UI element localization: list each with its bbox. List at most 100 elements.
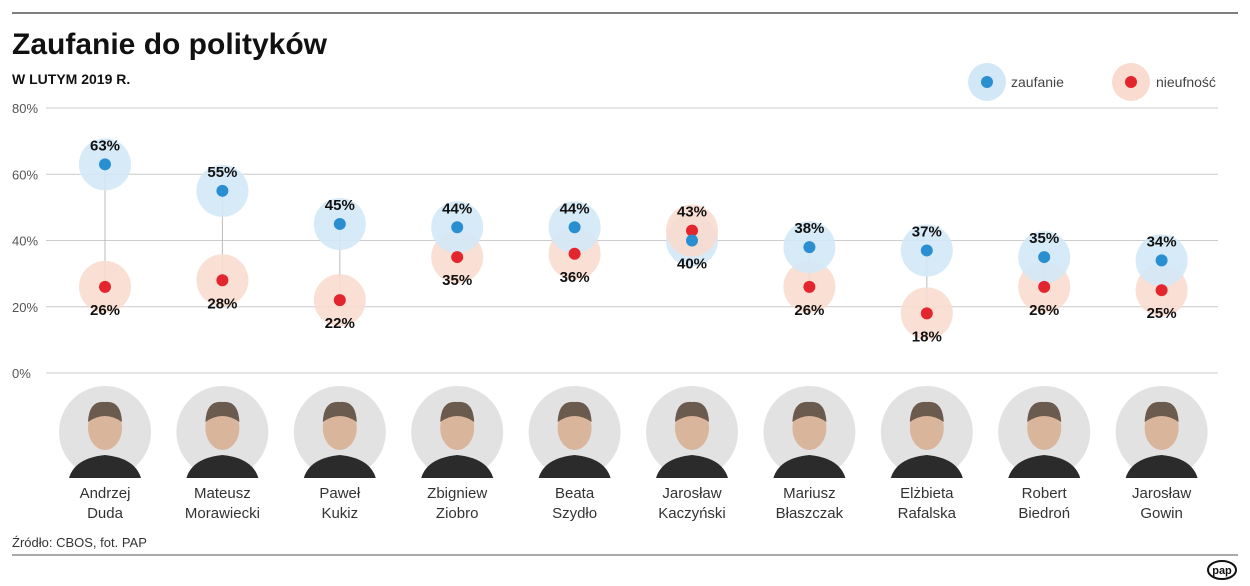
portrait-shoulders-icon: [890, 455, 963, 478]
y-tick-label: 0%: [12, 366, 31, 381]
politician-portrait: [646, 386, 738, 478]
distrust-dot: [686, 224, 698, 237]
distrust-value-label: 28%: [207, 295, 237, 312]
trust-dot: [568, 221, 581, 234]
trust-dot: [803, 241, 816, 254]
svg-text:pap: pap: [1212, 565, 1232, 577]
distrust-dot: [1155, 284, 1168, 297]
distrust-value-label: 25%: [1147, 305, 1177, 322]
portrait-hair-icon: [675, 401, 709, 422]
trust-value-label: 35%: [1029, 230, 1059, 247]
portrait-hair-icon: [1027, 401, 1062, 422]
politician-first-name: Mariusz: [783, 485, 836, 502]
source-note: Źródło: CBOS, fot. PAP: [12, 535, 147, 550]
y-tick-label: 80%: [12, 101, 38, 116]
distrust-value-label: 18%: [912, 328, 942, 345]
distrust-dot: [333, 294, 346, 307]
politician-last-name: Biedroń: [1018, 505, 1070, 522]
trust-value-label: 38%: [794, 220, 824, 237]
legend: zaufanie nieufność: [968, 63, 1216, 101]
portrait-shoulders-icon: [1125, 455, 1198, 478]
distrust-dot: [803, 280, 816, 293]
distrust-value-label: 26%: [1029, 302, 1059, 319]
politician-first-name: Robert: [1022, 485, 1068, 502]
portrait-hair-icon: [792, 401, 827, 422]
portrait-shoulders-icon: [421, 455, 494, 478]
trust-value-label: 44%: [442, 200, 472, 217]
distrust-value-label: 26%: [794, 302, 824, 319]
legend-trust-label: zaufanie: [1011, 74, 1064, 90]
politician-portrait: [528, 386, 621, 478]
politician-first-name: Paweł: [319, 485, 361, 502]
portrait-shoulders-icon: [773, 455, 846, 478]
trust-dot: [99, 158, 111, 171]
distrust-dot: [99, 280, 111, 293]
trust-value-label: 44%: [560, 200, 590, 217]
politician-first-name: Andrzej: [80, 485, 131, 502]
trust-dot: [333, 217, 346, 230]
politician-first-name: Mateusz: [194, 485, 251, 502]
trust-value-label: 45%: [325, 197, 355, 214]
politician-portrait: [998, 386, 1091, 478]
politician-first-name: Elżbieta: [900, 485, 954, 502]
portrait-hair-icon: [322, 401, 357, 422]
politician-last-name: Rafalska: [898, 505, 957, 522]
trust-value-label: 40%: [677, 256, 707, 273]
portrait-hair-icon: [1144, 401, 1179, 422]
y-tick-label: 20%: [12, 300, 38, 315]
trust-dot: [451, 221, 464, 234]
distrust-value-label: 43%: [677, 204, 707, 221]
trust-value-label: 34%: [1147, 233, 1177, 250]
distrust-dot: [568, 247, 581, 260]
distrust-dot: [216, 274, 229, 287]
politician-last-name: Szydło: [552, 505, 597, 522]
politician-first-name: Zbigniew: [427, 485, 487, 502]
portrait-shoulders-icon: [186, 455, 259, 478]
portrait-hair-icon: [88, 401, 122, 422]
politician-portrait: [411, 386, 504, 478]
distrust-dot: [1038, 280, 1051, 293]
politician-first-name: Beata: [555, 485, 595, 502]
politician-first-name: Jarosław: [662, 485, 721, 502]
y-tick-label: 40%: [12, 234, 38, 249]
trust-dot: [1155, 254, 1168, 267]
portrait-shoulders-icon: [303, 455, 376, 478]
chart-title: Zaufanie do polityków: [12, 28, 328, 61]
politician-portrait: [176, 386, 269, 478]
politician-last-name: Kukiz: [321, 505, 358, 522]
portrait-shoulders-icon: [1008, 455, 1081, 478]
chart-subtitle: W LUTYM 2019 R.: [12, 71, 130, 87]
politician-last-name: Gowin: [1140, 505, 1183, 522]
portrait-hair-icon: [440, 401, 475, 422]
politician-first-name: Jarosław: [1132, 485, 1191, 502]
portrait-hair-icon: [909, 401, 944, 422]
trust-value-label: 37%: [912, 223, 942, 240]
y-tick-label: 60%: [12, 167, 38, 182]
politician-portrait: [59, 386, 151, 478]
legend-distrust-label: nieufność: [1156, 74, 1216, 90]
politician-portrait: [1115, 386, 1208, 478]
distrust-dot: [920, 307, 933, 320]
distrust-value-label: 26%: [90, 302, 120, 319]
distrust-dot: [451, 251, 464, 264]
distrust-value-label: 36%: [560, 269, 590, 286]
politician-portrait: [880, 386, 973, 478]
trust-dot: [920, 244, 933, 257]
distrust-value-label: 22%: [325, 315, 355, 332]
portrait-shoulders-icon: [656, 455, 728, 478]
trust-value-label: 63%: [90, 137, 120, 154]
politician-last-name: Ziobro: [436, 505, 479, 522]
portrait-hair-icon: [205, 401, 240, 422]
legend-trust-dot: [981, 76, 993, 88]
politician-last-name: Błaszczak: [776, 505, 844, 522]
legend-distrust-dot: [1125, 76, 1137, 88]
trust-dot: [686, 234, 698, 247]
politician-last-name: Morawiecki: [185, 505, 260, 522]
trust-dot: [216, 184, 229, 197]
portrait-shoulders-icon: [538, 455, 611, 478]
politician-portrait: [293, 386, 386, 478]
portrait-hair-icon: [557, 401, 592, 422]
politician-portrait: [763, 386, 856, 478]
